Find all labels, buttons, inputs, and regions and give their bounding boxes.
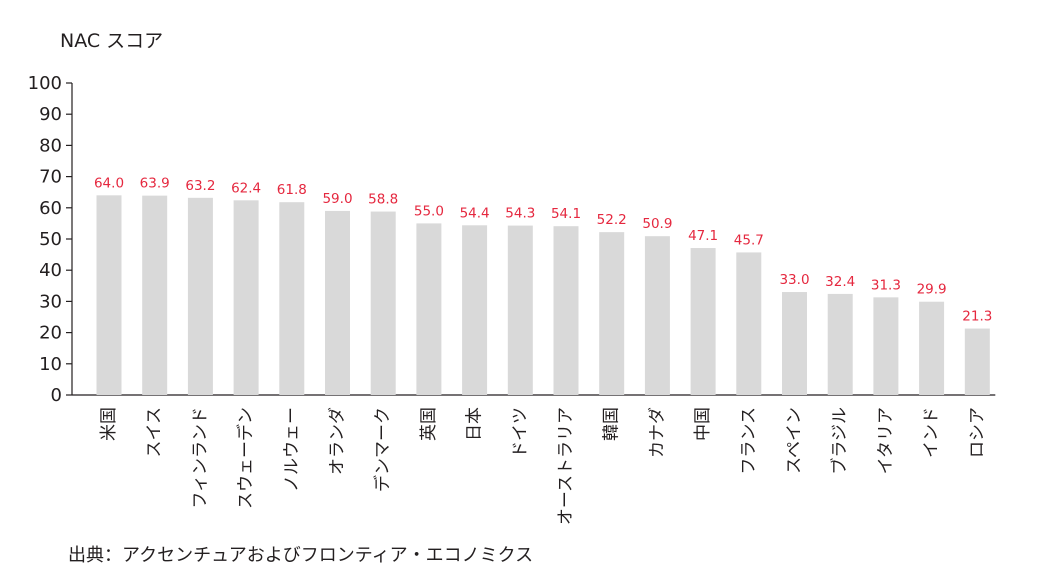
bars (96, 195, 990, 395)
y-tick-label: 80 (39, 135, 62, 156)
data-label: 62.4 (231, 180, 261, 196)
data-label: 61.8 (277, 182, 307, 198)
category-labels: 米国 スイス フィンランド スウェーデン ノルウェー オランダ デンマーク 英国 日本 ドイツ オー… (99, 407, 987, 525)
bar (416, 223, 442, 395)
bar (782, 292, 807, 395)
data-label: 63.2 (185, 178, 215, 194)
y-tick-label: 30 (39, 291, 62, 312)
category-label: ノルウェー (282, 407, 302, 492)
data-label: 64.0 (94, 175, 124, 191)
category-label: 英国 (419, 407, 439, 441)
bar (919, 301, 945, 395)
data-label: 31.3 (871, 277, 901, 293)
bar (233, 200, 259, 395)
category-label: 米国 (99, 407, 119, 441)
category-label: 日本 (465, 407, 485, 441)
data-label: 59.0 (322, 191, 352, 207)
y-tick-label: 10 (39, 354, 62, 375)
bar (325, 210, 350, 395)
data-label: 47.1 (688, 228, 718, 244)
data-label: 33.0 (779, 272, 809, 288)
bar (187, 197, 213, 395)
bar (507, 225, 533, 395)
source-note: 出典：アクセンチュアおよびフロンティア・エコノミクス (68, 545, 534, 566)
bar (644, 236, 670, 395)
category-label: カナダ (647, 407, 667, 458)
axes: 0 10 20 30 40 50 60 70 80 90 100 (28, 73, 996, 406)
data-labels: 64.0 63.9 63.2 62.4 61.8 59.0 58.8 55.0 54.4 54.3… (94, 175, 992, 324)
data-label: 21.3 (962, 309, 992, 325)
bar (964, 328, 990, 395)
y-tick-label: 100 (28, 73, 62, 94)
category-label: オランダ (328, 407, 348, 475)
bar (873, 297, 899, 395)
bar (96, 195, 122, 395)
category-label: 韓国 (602, 407, 622, 441)
y-tick-label: 40 (39, 260, 62, 281)
category-label: デンマーク (372, 407, 393, 492)
bar (279, 202, 305, 395)
category-label: インド (922, 407, 942, 458)
data-label: 45.7 (734, 232, 764, 248)
data-label: 63.9 (140, 176, 170, 192)
data-label: 29.9 (917, 282, 947, 298)
y-tick-label: 60 (39, 198, 62, 219)
y-tick-label: 70 (39, 167, 62, 188)
bar (370, 211, 396, 395)
data-label: 58.8 (368, 192, 398, 208)
category-label: フランス (739, 407, 759, 475)
category-label: ブラジル (829, 407, 850, 475)
data-label: 32.4 (825, 274, 855, 290)
data-label: 50.9 (642, 216, 672, 232)
bar (690, 248, 716, 395)
category-label: 中国 (693, 407, 713, 441)
data-label: 54.3 (505, 206, 535, 222)
category-label: スペイン (785, 407, 805, 474)
bar (599, 232, 625, 395)
y-axis-title: NAC スコア (60, 30, 164, 52)
category-label: フィンランド (190, 407, 210, 509)
y-tick-label: 90 (39, 104, 62, 125)
y-tick-label: 50 (39, 229, 62, 250)
y-tick-label: 20 (39, 323, 62, 344)
data-label: 54.4 (460, 205, 490, 221)
bar (827, 293, 853, 395)
category-label: イタリア (876, 407, 896, 474)
bar (553, 226, 579, 395)
bar (142, 195, 168, 395)
category-label: ドイツ (510, 407, 530, 458)
data-label: 54.1 (551, 206, 581, 222)
y-tick-label: 0 (51, 385, 62, 406)
category-label: スイス (145, 407, 165, 458)
category-label: オーストラリア (556, 407, 576, 525)
category-label: スウェーデン (235, 407, 256, 509)
category-label: ロシア (967, 407, 987, 458)
bar (462, 225, 488, 395)
bar (736, 252, 762, 395)
data-label: 52.2 (597, 212, 627, 228)
data-label: 55.0 (414, 203, 444, 219)
